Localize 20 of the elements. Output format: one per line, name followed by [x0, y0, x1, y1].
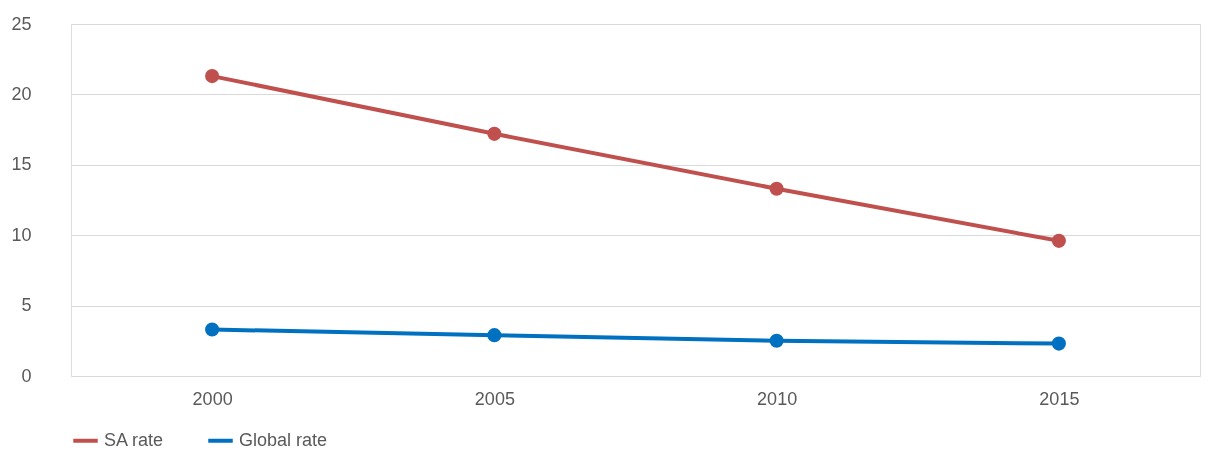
point — [205, 322, 220, 337]
point — [769, 181, 784, 196]
point — [487, 126, 502, 141]
point — [205, 69, 220, 84]
legend-label: Global rate — [239, 429, 328, 450]
point — [1051, 233, 1066, 248]
x-tick-label: 2015 — [1039, 388, 1080, 409]
x-tick-label: 2000 — [192, 388, 233, 409]
x-tick-label: 2010 — [757, 388, 798, 409]
point — [487, 328, 502, 343]
point — [769, 333, 784, 348]
y-tick-label: 20 — [11, 83, 32, 104]
y-tick-label: 25 — [11, 13, 32, 34]
y-tick-label: 5 — [21, 295, 32, 316]
legend-label: SA rate — [104, 429, 164, 450]
y-tick-label: 10 — [11, 224, 32, 245]
x-tick-label: 2005 — [474, 388, 515, 409]
y-tick-label: 15 — [11, 154, 32, 175]
point — [1051, 336, 1066, 351]
y-tick-label: 0 — [21, 365, 32, 386]
